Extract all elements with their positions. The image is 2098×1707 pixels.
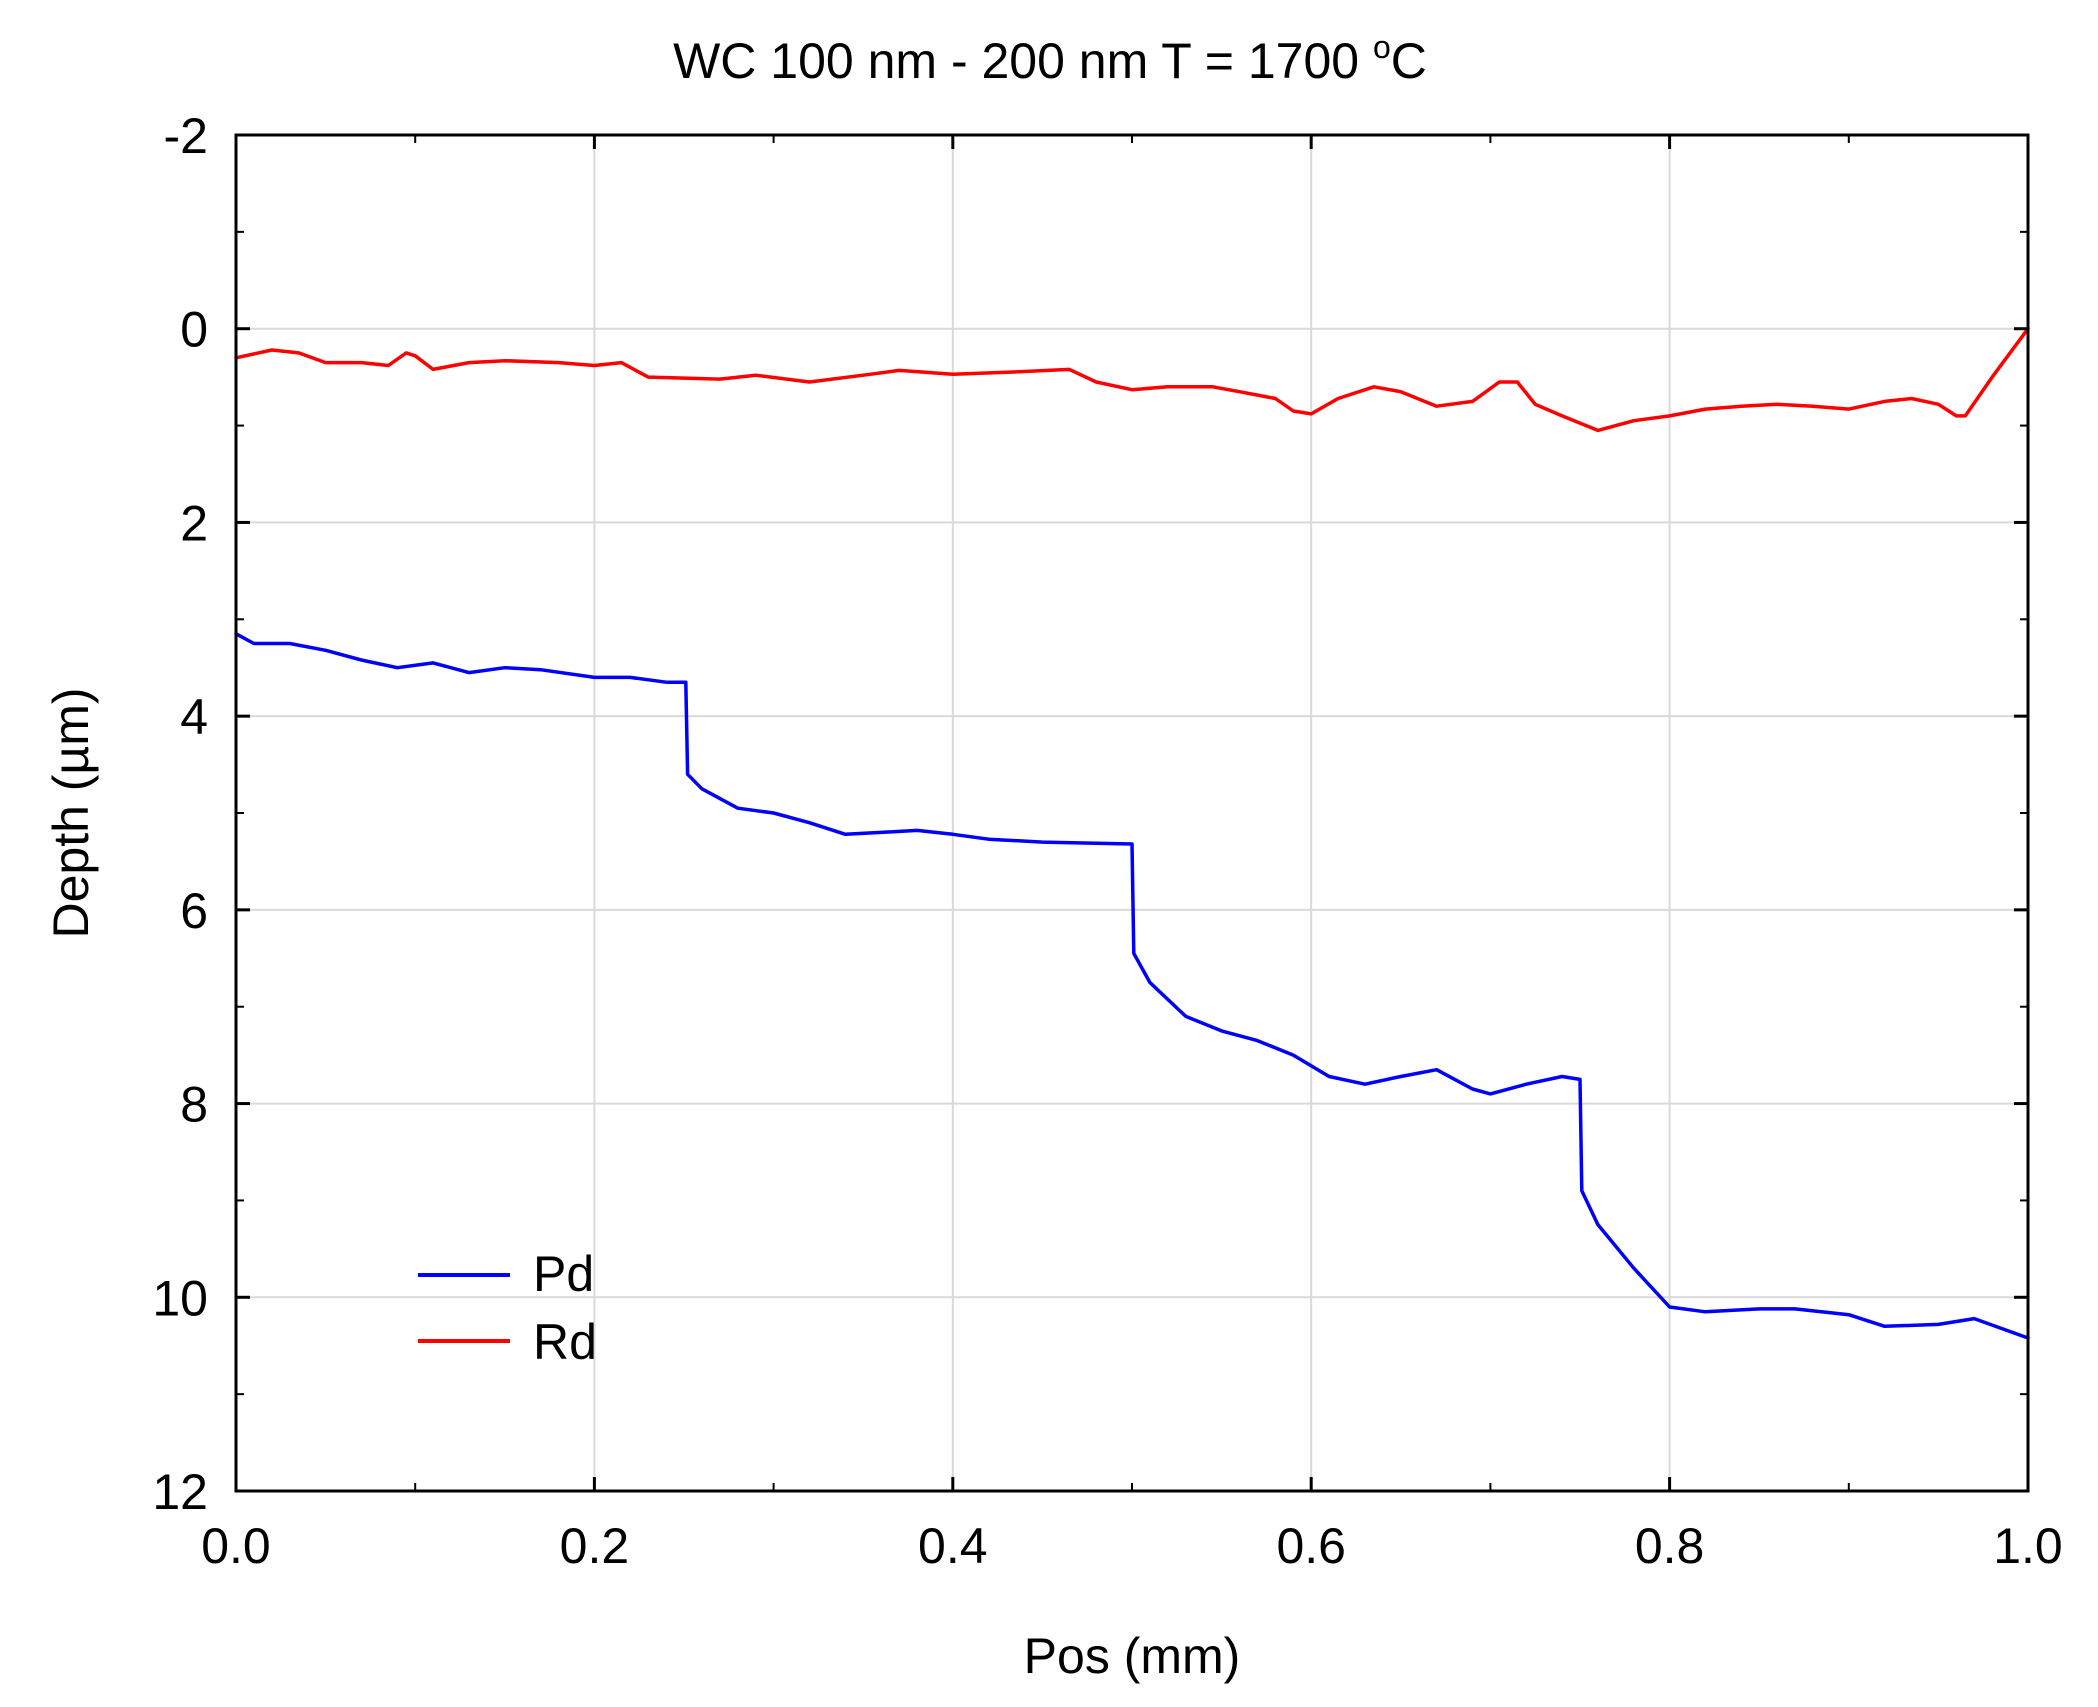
series-layer <box>234 326 2030 1340</box>
series-line-rd <box>234 326 2030 433</box>
chart-title-degree: o <box>1373 29 1391 65</box>
legend-label-rd: Rd <box>533 1314 597 1370</box>
x-tick-label: 1.0 <box>1993 1518 2063 1574</box>
y-tick-label: 12 <box>152 1464 208 1520</box>
chart-title: WC 100 nm - 200 nm T = 1700 oC <box>673 29 1427 89</box>
x-axis-label: Pos (mm) <box>1024 1628 1241 1684</box>
legend-label-pd: Pd <box>533 1246 594 1302</box>
ticks <box>234 133 2030 1493</box>
series-line-pd <box>234 632 2030 1340</box>
x-tick-label: 0.0 <box>201 1518 271 1574</box>
x-tick-label: 0.6 <box>1276 1518 1346 1574</box>
y-tick-label: 0 <box>180 302 208 358</box>
y-axis-label: Depth (µm) <box>43 687 99 938</box>
x-tick-label: 0.8 <box>1635 1518 1705 1574</box>
y-tick-label: 8 <box>180 1077 208 1133</box>
plot-frame <box>234 133 2030 1493</box>
y-tick-label: 10 <box>152 1270 208 1326</box>
y-tick-label: 2 <box>180 495 208 551</box>
tick-labels: 0.0 0.2 0.4 0.6 0.8 1.0 -2 0 2 4 6 8 10 12 <box>152 108 2062 1574</box>
chart-title-unit: C <box>1391 33 1427 89</box>
chart-title-main: WC 100 nm - 200 nm T = 1700 <box>673 33 1373 89</box>
grid <box>236 135 2028 1491</box>
x-tick-label: 0.4 <box>918 1518 988 1574</box>
y-tick-label: -2 <box>164 108 208 164</box>
y-tick-label: 6 <box>180 883 208 939</box>
x-tick-label: 0.2 <box>560 1518 630 1574</box>
legend: Pd Rd <box>418 1246 597 1370</box>
y-tick-label: 4 <box>180 689 208 745</box>
